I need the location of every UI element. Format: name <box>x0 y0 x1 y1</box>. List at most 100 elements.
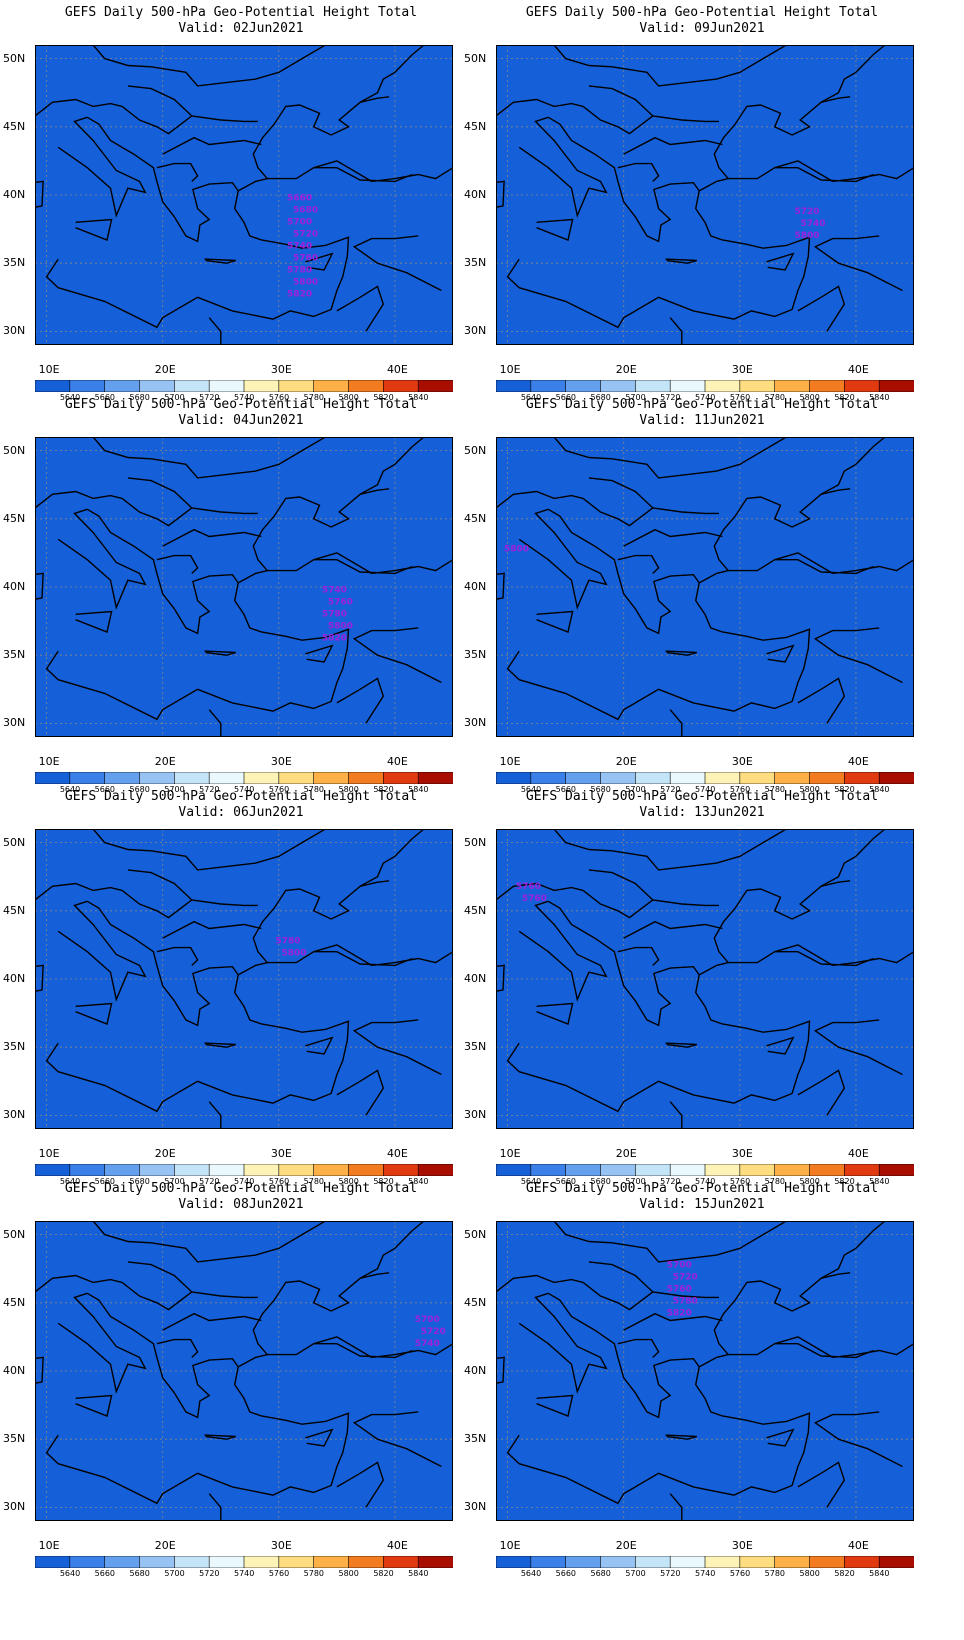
colorbar-swatch <box>739 380 776 392</box>
height-field-map: 5700 5720 5740 <box>35 1221 453 1521</box>
coastline <box>813 1019 903 1076</box>
coastline <box>766 1036 795 1055</box>
colorbar <box>35 1556 453 1568</box>
colorbar-swatch <box>104 1164 141 1176</box>
colorbar-swatch <box>313 772 350 784</box>
colorbar-label: 5700 <box>164 1177 185 1186</box>
x-tick-label: 10E <box>499 755 521 768</box>
colorbar-label: 5780 <box>764 393 786 402</box>
colorbar-label: 5660 <box>555 1569 577 1578</box>
colorbar-label: 5720 <box>199 1177 220 1186</box>
y-tick-label: 45N <box>464 119 487 133</box>
map-frame <box>35 45 453 345</box>
colorbar-swatch <box>208 772 245 784</box>
colorbar-swatch <box>417 772 453 784</box>
colorbar-swatch <box>243 380 280 392</box>
colorbar-swatch <box>496 1164 532 1176</box>
y-tick-label: 30N <box>464 716 487 730</box>
coastline <box>92 45 326 87</box>
coastline <box>75 610 113 633</box>
coastline <box>652 1291 719 1299</box>
colorbar-swatch <box>704 380 741 392</box>
colorbar-swatch <box>139 1556 175 1568</box>
x-tick-label: 20E <box>615 1147 637 1160</box>
colorbar-swatch <box>35 380 71 392</box>
height-field-map: 5800 <box>496 437 914 737</box>
colorbar-label: 5700 <box>625 785 646 794</box>
coastline <box>305 252 334 271</box>
colorbar-label: 5720 <box>660 1177 681 1186</box>
y-tick-label: 45N <box>3 1295 26 1309</box>
colorbar-label: 5660 <box>94 1569 116 1578</box>
contour-label: 5660 <box>287 193 312 203</box>
coastline <box>35 572 44 600</box>
coastline <box>156 946 199 966</box>
coastline <box>652 507 719 515</box>
colorbar-label: 5800 <box>799 1569 820 1578</box>
colorbar-label: 5680 <box>129 393 150 402</box>
coastline <box>582 477 654 527</box>
coastline <box>547 900 700 1027</box>
colorbar-label: 5720 <box>199 393 220 402</box>
coastline <box>665 650 698 656</box>
colorbar-label: 5700 <box>625 393 646 402</box>
coastline <box>617 946 660 966</box>
coastline <box>267 167 413 183</box>
coastline <box>162 136 262 155</box>
x-tick-label: 20E <box>154 1147 176 1160</box>
contour-label: 5680 <box>293 205 318 215</box>
coastline <box>698 1272 851 1368</box>
y-tick-label: 35N <box>464 1432 487 1446</box>
coastline <box>75 218 113 241</box>
colorbar-label: 5840 <box>869 1569 890 1578</box>
coastline <box>204 1042 237 1048</box>
colorbar-label: 5660 <box>555 785 577 794</box>
coastline <box>506 1366 811 1505</box>
coastline <box>518 1292 608 1394</box>
colorbar-swatch <box>635 1556 671 1568</box>
coastline <box>766 644 795 663</box>
coastline <box>553 1221 787 1263</box>
colorbar-swatch <box>208 1556 245 1568</box>
colorbar-label: 5780 <box>764 1569 786 1578</box>
colorbar-swatch <box>844 1164 880 1176</box>
colorbar-swatch <box>313 380 350 392</box>
coastline <box>237 880 390 976</box>
colorbar-swatch <box>278 1164 315 1176</box>
colorbar-label: 5760 <box>729 1177 751 1186</box>
colorbar-label: 5740 <box>695 393 716 402</box>
height-field-map: 5720 5740 5800 <box>496 45 914 345</box>
y-tick-label: 50N <box>3 443 26 457</box>
contour-label: 5800 <box>504 545 529 555</box>
colorbar-swatch <box>635 380 671 392</box>
colorbar-swatch <box>774 772 811 784</box>
contour-label: 5720 <box>673 1272 698 1282</box>
coastline <box>121 869 193 919</box>
coastline <box>35 98 123 117</box>
x-tick-label: 20E <box>615 755 637 768</box>
colorbar-label: 5780 <box>303 785 325 794</box>
colorbar-label: 5640 <box>520 1177 542 1186</box>
colorbar-label: 5820 <box>834 785 855 794</box>
colorbar-label: 5700 <box>625 1177 646 1186</box>
colorbar-label: 5780 <box>303 393 325 402</box>
coastline <box>797 1461 846 1508</box>
colorbar-label: 5800 <box>338 1569 359 1578</box>
coastline <box>617 1338 660 1358</box>
colorbar-label: 5820 <box>373 785 394 794</box>
contour-label: 5700 <box>287 217 312 227</box>
map-panel: GEFS Daily 500-hPa Geo-Potential Height … <box>461 1176 943 1586</box>
colorbar-swatch <box>348 772 384 784</box>
x-tick-label: 30E <box>731 363 753 376</box>
colorbar-swatch <box>278 1556 315 1568</box>
coastline <box>237 488 390 584</box>
colorbar-label: 5760 <box>729 785 751 794</box>
colorbar-swatch <box>600 380 636 392</box>
colorbar-swatch <box>348 1556 384 1568</box>
contour-label: 5760 <box>522 894 547 904</box>
colorbar-swatch <box>635 772 671 784</box>
colorbar-label: 5800 <box>799 393 820 402</box>
colorbar-label: 5780 <box>303 1177 325 1186</box>
colorbar-swatch <box>174 772 210 784</box>
y-tick-label: 30N <box>464 1500 487 1514</box>
